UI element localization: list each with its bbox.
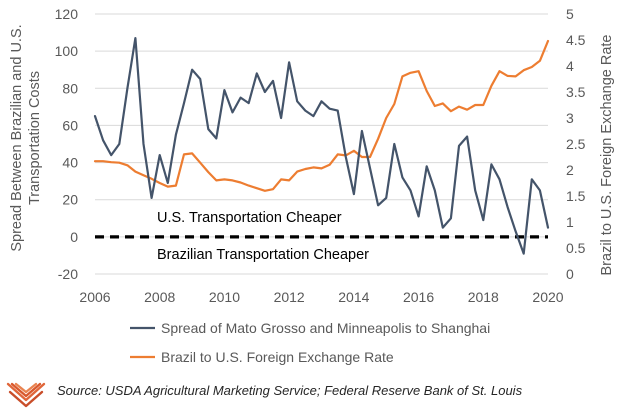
left-tick-label-0: -20 [58, 266, 78, 282]
left-tick-label-1: 0 [70, 229, 78, 245]
x-tick-label-2: 2010 [209, 289, 240, 305]
left-tick-label-6: 100 [55, 43, 79, 59]
right-axis-title: Brazil to U.S. Foreign Exchange Rate [599, 35, 615, 276]
right-tick-label-7: 3.5 [566, 84, 586, 100]
x-tick-label-0: 2006 [79, 289, 110, 305]
right-tick-label-1: 0.5 [566, 240, 586, 256]
series-line-0 [93, 36, 550, 255]
right-tick-label-2: 1 [566, 214, 574, 230]
left-tick-label-7: 120 [55, 6, 79, 22]
right-tick-label-10: 5 [566, 6, 574, 22]
left-tick-label-2: 20 [62, 192, 78, 208]
source-row: Source: USDA Agricultural Marketing Serv… [0, 378, 624, 411]
x-tick-label-4: 2014 [338, 289, 369, 305]
right-tick-label-3: 1.5 [566, 188, 586, 204]
right-axis-ticks: 0 0.5 1 1.5 2 2.5 3 3.5 4 4.5 5 [566, 6, 586, 282]
grid-lines [95, 13, 548, 275]
left-tick-label-4: 60 [62, 117, 78, 133]
left-axis-ticks: -20 0 20 40 60 80 100 120 [55, 6, 79, 282]
x-tick-label-1: 2008 [144, 289, 175, 305]
chevron-stripes-logo-icon [6, 382, 46, 408]
annotation-us-cheaper: U.S. Transportation Cheaper [157, 210, 342, 226]
legend: Spread of Mato Grosso and Minneapolis to… [130, 320, 490, 365]
left-axis-title: Spread Between Brazilian and U.S. [9, 24, 25, 251]
source-note: Source: USDA Agricultural Marketing Serv… [57, 383, 523, 398]
left-tick-label-5: 80 [62, 80, 78, 96]
legend-label-spread: Spread of Mato Grosso and Minneapolis to… [161, 320, 490, 336]
series-line-1 [93, 39, 550, 192]
x-axis-ticks: 2006 2008 2010 2012 2014 2016 2018 2020 [79, 289, 563, 305]
x-tick-label-3: 2012 [274, 289, 305, 305]
right-tick-label-4: 2 [566, 162, 574, 178]
right-tick-label-6: 3 [566, 110, 574, 126]
series-layer [93, 36, 550, 255]
x-tick-label-5: 2016 [403, 289, 434, 305]
left-tick-label-3: 40 [62, 155, 78, 171]
annotation-brazil-cheaper: Brazilian Transportation Cheaper [157, 247, 369, 263]
right-tick-label-5: 2.5 [566, 136, 586, 152]
right-tick-label-0: 0 [566, 266, 574, 282]
left-axis-title-line-2: Transportation Costs [27, 71, 43, 205]
chart: -20 0 20 40 60 80 100 120 0 0.5 1 1.5 2 2.5 3 3.5 4 4.5 5… [9, 6, 615, 365]
right-tick-label-9: 4.5 [566, 32, 586, 48]
right-tick-label-8: 4 [566, 58, 574, 74]
x-tick-label-6: 2018 [468, 289, 499, 305]
legend-label-exchange: Brazil to U.S. Foreign Exchange Rate [161, 349, 394, 365]
x-tick-label-7: 2020 [532, 289, 563, 305]
